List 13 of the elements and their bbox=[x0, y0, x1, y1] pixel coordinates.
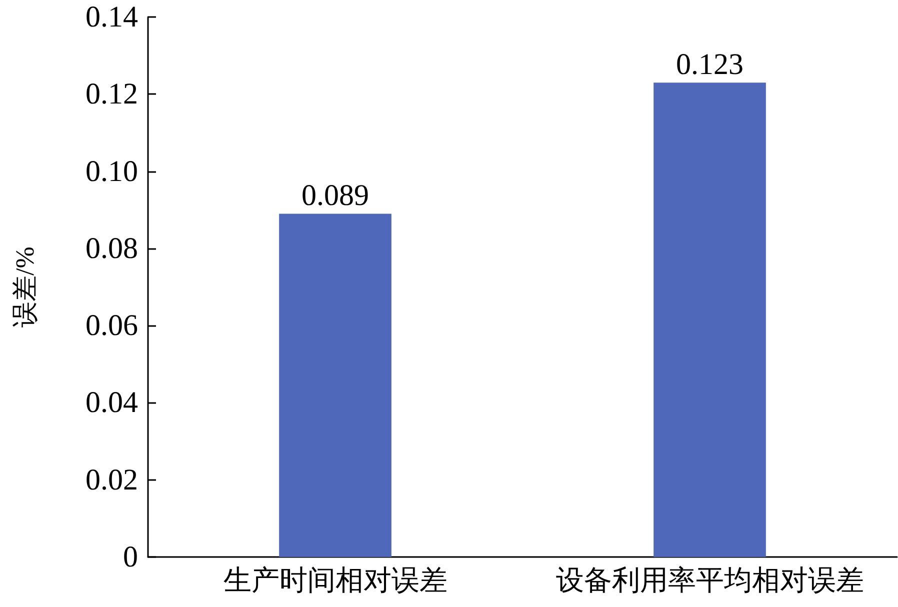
x-tick-label: 设备利用率平均相对误差 bbox=[556, 566, 864, 596]
y-tick-label: 0.14 bbox=[86, 0, 138, 34]
data-label: 0.123 bbox=[676, 48, 744, 82]
y-tick-label: 0.12 bbox=[86, 78, 138, 111]
y-tick-label: 0.06 bbox=[86, 309, 138, 342]
y-tick-label: 0 bbox=[123, 540, 138, 574]
y-tick-label: 0.08 bbox=[86, 232, 138, 265]
x-tick-label: 生产时间相对误差 bbox=[223, 566, 448, 596]
y-axis-title: 误差/% bbox=[10, 246, 40, 328]
y-tick-label: 0.02 bbox=[86, 463, 138, 496]
data-label: 0.089 bbox=[302, 179, 369, 212]
y-tick-label: 0.04 bbox=[86, 386, 138, 420]
y-tick-label: 0.10 bbox=[86, 154, 138, 188]
